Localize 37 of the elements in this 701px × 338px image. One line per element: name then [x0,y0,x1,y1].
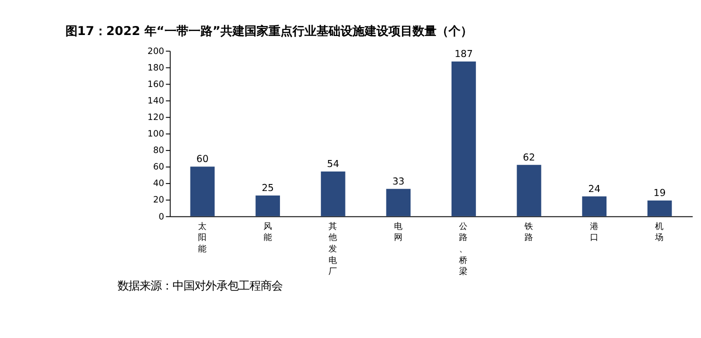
x-tick-label: 公路、桥梁 [458,220,468,278]
data-label: 54 [327,159,340,170]
x-tick-label: 机场 [654,220,664,244]
bar [256,196,280,216]
y-tick-label: 100 [148,130,164,140]
x-tick-label: 太阳能 [198,220,207,254]
y-tick-label: 160 [148,80,164,90]
x-tick-label: 风能 [263,220,272,244]
bar [516,164,542,216]
chart-title: 图17：2022 年“一带一路”共建国家重点行业基础设施建设项目数量（个） [65,24,472,38]
bar [647,200,672,216]
bar [582,196,607,216]
x-tick-label: 其他发电厂 [328,220,338,278]
y-tick-label: 80 [153,146,164,156]
data-label: 19 [654,188,666,200]
y-tick-label: 20 [153,196,164,206]
y-tick-label: 120 [148,112,164,123]
data-label: 25 [262,183,274,194]
bar [452,62,476,216]
y-tick-label: 40 [153,179,164,190]
data-label: 187 [454,49,473,60]
source-note: 数据来源：中国对外承包工程商会 [118,278,283,292]
data-label: 33 [392,176,404,188]
data-label: 62 [522,152,536,164]
x-tick-label: 电网 [394,220,403,244]
y-tick-label: 60 [153,162,164,173]
data-label: 60 [196,154,209,166]
bar [190,166,215,216]
bar [386,188,411,216]
y-tick-label: 0 [158,212,164,222]
y-tick-label: 140 [148,96,164,106]
y-tick-label: 200 [148,46,164,57]
x-tick-label: 铁路 [524,220,534,244]
y-tick-label: 180 [148,63,164,74]
x-tick-label: 港口 [590,220,599,244]
data-label: 24 [588,184,600,196]
bar [320,172,346,216]
